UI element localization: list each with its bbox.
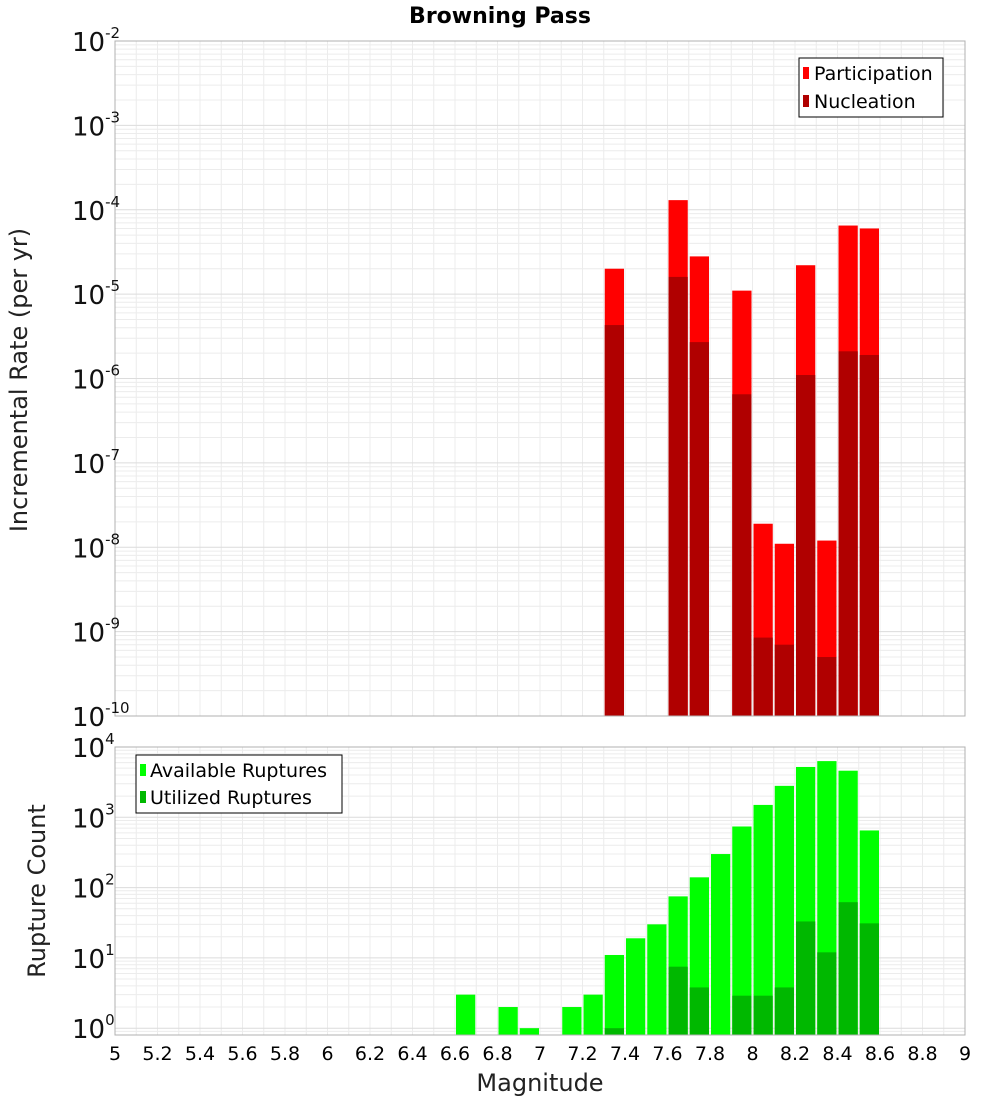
top-y-tick-label: 10-7 (72, 446, 120, 480)
top-y-tick-label: 10-5 (72, 277, 120, 311)
x-tick-label: 7.8 (695, 1043, 725, 1065)
bottom-legend-box (135, 754, 343, 814)
participation-swatch (803, 67, 809, 79)
bottom-y-tick-label: 100 (72, 1011, 115, 1045)
top-nucleation-bar (689, 342, 709, 716)
bottom-utilized-ruptures-bar (817, 952, 837, 1035)
utilized-ruptures-legend-label: Utilized Ruptures (150, 787, 312, 809)
top-plot-frame (114, 40, 966, 717)
bottom-legend: Available Ruptures Utilized Ruptures (135, 754, 343, 814)
top-y-tick-label: 10-8 (72, 530, 120, 564)
top-legend-box (798, 57, 944, 118)
x-tick-label: 8 (746, 1043, 758, 1065)
nucleation-legend-label: Nucleation (814, 91, 916, 113)
bottom-y-tick-labels: 104 103 102 101 100 (72, 730, 115, 1045)
x-tick-label: 7.2 (567, 1043, 597, 1065)
bottom-y-tick-label: 102 (72, 871, 115, 905)
top-y-tick-label: 10-9 (72, 615, 120, 649)
bottom-available-ruptures-bar (583, 994, 603, 1035)
top-nucleation-bar (817, 657, 837, 716)
top-y-axis-label: Incremental Rate (per yr) (5, 228, 33, 532)
bottom-y-tick-label: 101 (72, 941, 115, 975)
bottom-y-tick-label: 103 (72, 800, 115, 834)
top-nucleation-bar (774, 644, 794, 716)
bottom-available-ruptures-bar (519, 1028, 539, 1035)
bottom-utilized-ruptures-bar (796, 921, 816, 1035)
available-ruptures-legend-label: Available Ruptures (150, 760, 327, 782)
x-tick-label: 5.6 (227, 1043, 257, 1065)
top-y-tick-label: 10-4 (72, 193, 120, 227)
x-tick-label: 5.4 (185, 1043, 215, 1065)
x-tick-labels: 5 5.2 5.4 5.6 5.8 6 6.2 6.4 6.6 6.8 7 7.2 7.4 7.6 7.8 8… (109, 1043, 971, 1065)
x-axis-label: Magnitude (476, 1069, 603, 1097)
top-y-tick-label: 10-6 (72, 362, 120, 396)
top-y-tick-label: 10-3 (72, 108, 120, 142)
bottom-available-ruptures-bar (498, 1007, 518, 1035)
top-nucleation-bar (796, 375, 816, 716)
bottom-utilized-ruptures-bar (668, 966, 688, 1035)
bottom-available-ruptures-bar (774, 785, 794, 1035)
bottom-available-ruptures-bar (626, 938, 646, 1035)
top-nucleation-bar (838, 351, 858, 716)
top-nucleation-bar (859, 354, 879, 716)
bottom-utilized-ruptures-bar (689, 987, 709, 1035)
x-tick-label: 6 (321, 1043, 333, 1065)
utilized-ruptures-swatch (140, 791, 146, 803)
x-tick-label: 9 (959, 1043, 971, 1065)
bottom-y-axis-label: Rupture Count (23, 804, 51, 978)
x-tick-label: 7.4 (610, 1043, 640, 1065)
x-tick-label: 6.8 (482, 1043, 512, 1065)
bottom-available-ruptures-bar (456, 994, 476, 1035)
top-nucleation-bar (732, 394, 752, 716)
x-tick-label: 5 (109, 1043, 121, 1065)
bottom-available-ruptures-bar (562, 1007, 582, 1035)
x-tick-label: 6.4 (397, 1043, 427, 1065)
x-tick-label: 8.8 (907, 1043, 937, 1065)
available-ruptures-swatch (140, 764, 146, 776)
x-tick-label: 7 (534, 1043, 546, 1065)
bottom-utilized-ruptures-bar (732, 995, 752, 1035)
x-tick-label: 5.2 (142, 1043, 172, 1065)
bottom-plot-bars (456, 761, 879, 1035)
bottom-utilized-ruptures-bar (774, 987, 794, 1035)
x-tick-label: 6.2 (355, 1043, 385, 1065)
top-nucleation-bar (753, 637, 773, 716)
bottom-utilized-ruptures-bar (838, 902, 858, 1035)
top-nucleation-bar (604, 325, 624, 716)
top-plot-bars (604, 200, 879, 716)
bottom-available-ruptures-bar (732, 826, 752, 1035)
top-legend: Participation Nucleation (798, 57, 944, 118)
bottom-y-tick-label: 104 (72, 730, 115, 764)
bottom-available-ruptures-bar (647, 924, 667, 1035)
bottom-utilized-ruptures-bar (753, 995, 773, 1035)
x-tick-label: 8.4 (822, 1043, 852, 1065)
top-y-tick-label: 10-10 (72, 699, 130, 733)
x-tick-label: 5.8 (270, 1043, 300, 1065)
top-y-tick-labels: 10-2 10-3 10-4 10-5 10-6 10-7 10-8 10-9 10-10 (72, 24, 130, 733)
bottom-utilized-ruptures-bar (604, 1028, 624, 1035)
bottom-available-ruptures-bar (604, 954, 624, 1035)
bottom-utilized-ruptures-bar (859, 923, 879, 1035)
bottom-available-ruptures-bar (711, 854, 731, 1035)
bottom-plot-frame (114, 746, 966, 1036)
x-tick-label: 6.6 (440, 1043, 470, 1065)
x-tick-label: 8.6 (865, 1043, 895, 1065)
bottom-available-ruptures-bar (753, 804, 773, 1035)
x-tick-label: 7.6 (652, 1043, 682, 1065)
participation-legend-label: Participation (814, 63, 933, 85)
x-tick-label: 8.2 (780, 1043, 810, 1065)
nucleation-swatch (803, 95, 809, 107)
top-plot-grid (114, 40, 966, 717)
top-y-tick-label: 10-2 (72, 24, 120, 58)
top-nucleation-bar (668, 276, 688, 716)
chart-title: Browning Pass (409, 4, 591, 29)
